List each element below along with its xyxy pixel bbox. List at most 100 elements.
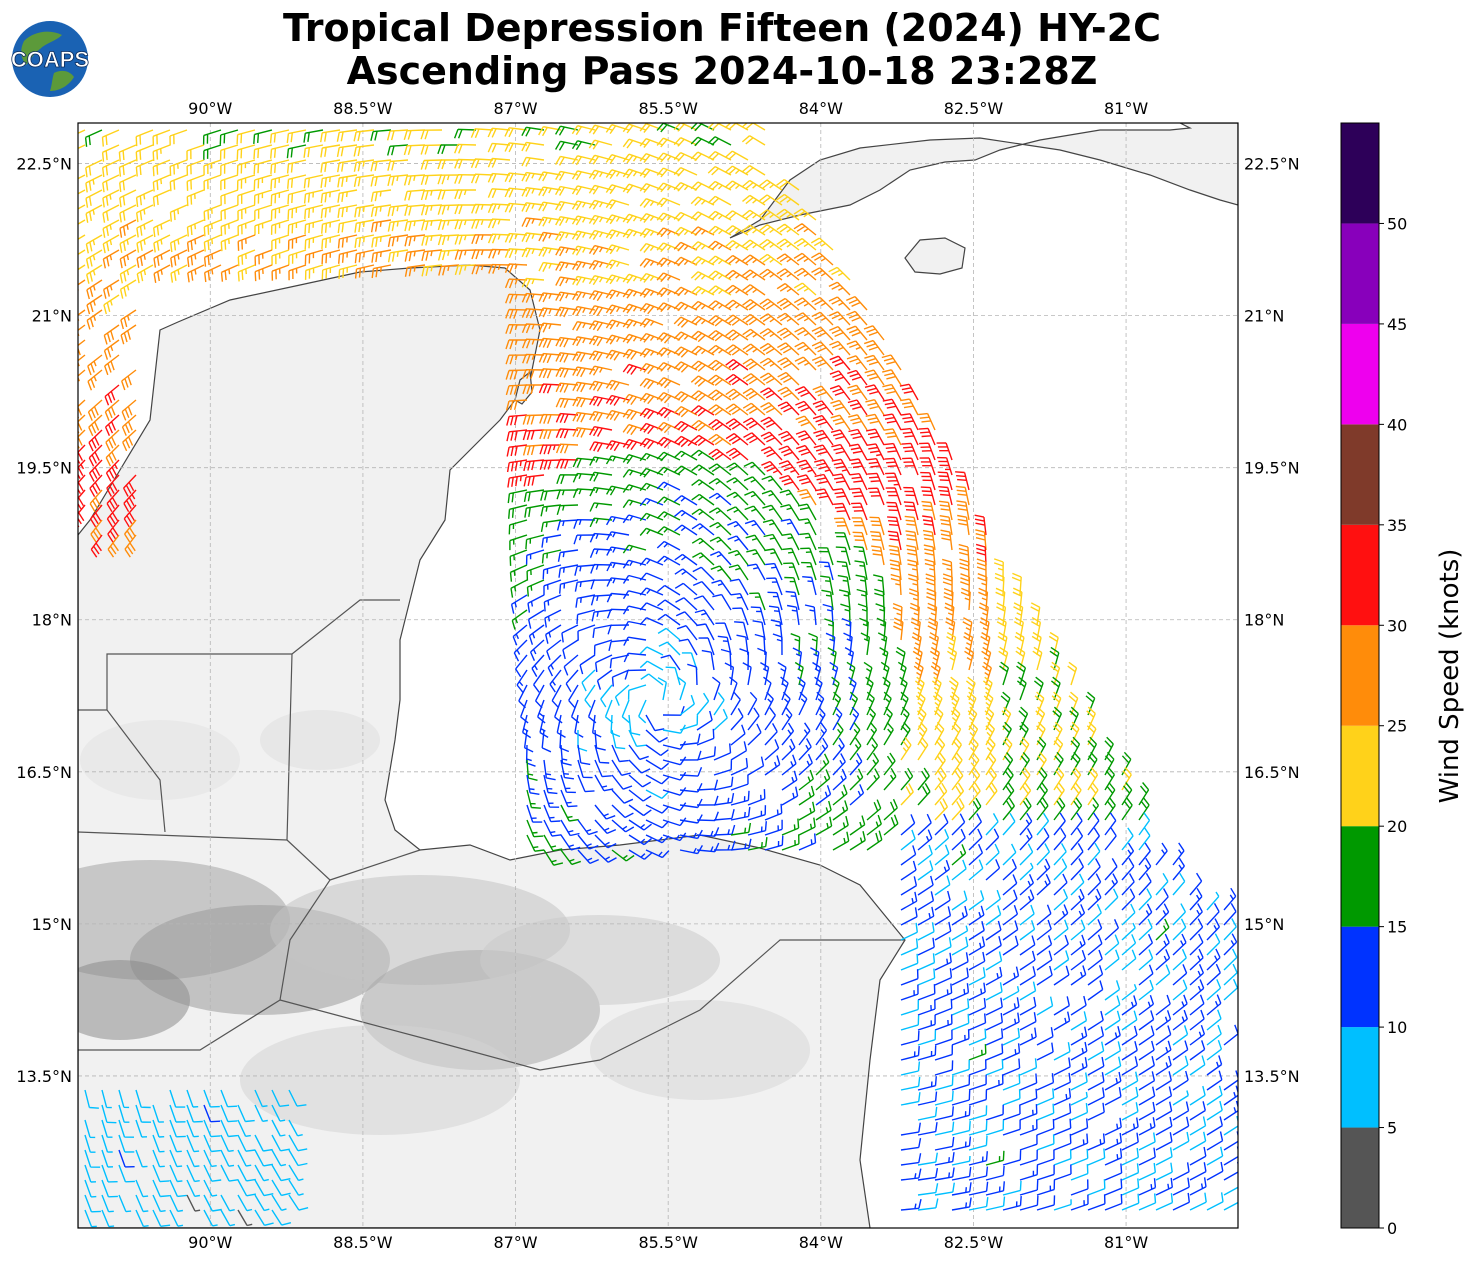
wind-barb — [1019, 1088, 1038, 1106]
lon-tick-label-top: 81°W — [1104, 99, 1148, 118]
wind-barb — [337, 189, 358, 203]
wind-barb — [611, 849, 635, 862]
wind-barb — [776, 179, 800, 191]
wind-barb — [831, 443, 851, 461]
wind-barb — [1121, 1102, 1139, 1121]
wind-barb — [679, 814, 703, 824]
wind-barb — [1002, 1104, 1021, 1121]
wind-barb — [577, 759, 593, 779]
wind-barb — [914, 676, 925, 701]
wind-barb — [1019, 935, 1036, 956]
wind-barb — [900, 691, 909, 716]
wind-barb — [780, 504, 800, 521]
wind-barb — [675, 597, 698, 611]
wind-barb — [673, 361, 698, 373]
wind-barb — [713, 809, 735, 821]
wind-barb — [387, 219, 409, 232]
wind-barb — [1036, 996, 1054, 1016]
wind-barb — [828, 266, 851, 281]
wind-barb — [104, 354, 120, 376]
wind-barb — [611, 789, 634, 804]
wind-barb — [864, 369, 885, 386]
wind-barb — [934, 798, 949, 821]
wind-barb — [1053, 950, 1070, 971]
wind-barb — [504, 202, 528, 213]
wind-barb — [934, 952, 952, 971]
wind-barb — [1189, 1192, 1207, 1211]
wind-barb — [561, 624, 579, 643]
wind-barb — [220, 1134, 234, 1152]
wind-barb — [679, 798, 703, 809]
wind-barb — [690, 151, 715, 162]
wind-barb — [759, 342, 783, 356]
wind-barb — [437, 204, 460, 215]
wind-barb — [404, 234, 426, 247]
wind-barb — [724, 662, 735, 686]
wind-barb — [934, 859, 951, 881]
wind-barb — [1087, 949, 1103, 971]
wind-barb — [742, 254, 766, 266]
wind-barb — [1048, 631, 1059, 656]
wind-barb — [605, 319, 630, 330]
wind-barb — [746, 549, 766, 566]
wind-barb — [715, 622, 732, 641]
wind-barb — [271, 1104, 286, 1122]
wind-barb — [781, 786, 799, 806]
wind-barb — [743, 476, 766, 491]
wind-barb — [978, 602, 989, 626]
wind-barb — [560, 849, 582, 866]
wind-barb — [288, 1134, 308, 1152]
wind-barb — [917, 1198, 939, 1211]
wind-barb — [919, 442, 936, 461]
wind-barb — [594, 804, 616, 820]
wind-barb — [690, 226, 715, 236]
wind-barb — [471, 234, 494, 245]
wind-barb — [942, 558, 953, 581]
wind-barb — [917, 1076, 937, 1091]
wind-barb — [271, 264, 290, 281]
wind-barb — [526, 759, 538, 781]
wind-barb — [320, 159, 341, 173]
wind-barb — [622, 183, 647, 194]
wind-barb — [724, 254, 749, 266]
wind-barb — [84, 1194, 101, 1213]
wind-barb — [950, 706, 961, 731]
wind-barb — [799, 532, 817, 551]
wind-barb — [1206, 1100, 1223, 1121]
wind-barb — [1138, 964, 1154, 986]
wind-barb — [732, 607, 749, 626]
wind-barb — [1053, 1088, 1072, 1106]
wind-barb — [119, 234, 137, 253]
wind-barb — [974, 514, 987, 536]
wind-barb — [639, 392, 664, 405]
wind-barb — [1172, 1116, 1190, 1136]
wind-barb — [1172, 872, 1186, 896]
wind-barb — [673, 166, 698, 177]
wind-barb — [690, 300, 715, 311]
wind-barb — [833, 502, 851, 521]
wind-barb — [900, 767, 914, 791]
wind-barb — [725, 388, 749, 401]
wind-barb — [922, 529, 936, 551]
wind-barb — [673, 151, 698, 162]
wind-barb — [1138, 1071, 1156, 1091]
lon-tick-label-bottom: 90°W — [188, 1233, 232, 1252]
wind-barb — [934, 1167, 955, 1181]
wind-barb — [511, 609, 528, 630]
wind-barb — [254, 264, 273, 282]
wind-barb — [900, 1092, 921, 1106]
wind-barb — [900, 845, 917, 866]
wind-barb — [386, 129, 409, 141]
wind-barb — [915, 691, 926, 716]
wind-barb — [673, 346, 698, 358]
wind-barb — [572, 472, 596, 483]
wind-barb — [927, 602, 938, 626]
wind-barb — [1050, 676, 1061, 701]
wind-barb — [883, 798, 898, 821]
wind-barb — [911, 632, 922, 656]
wind-barb — [707, 285, 732, 296]
wind-barb — [1036, 965, 1053, 986]
wind-barb — [885, 487, 902, 506]
wind-barb — [605, 259, 630, 270]
wind-barb — [1070, 1011, 1088, 1031]
